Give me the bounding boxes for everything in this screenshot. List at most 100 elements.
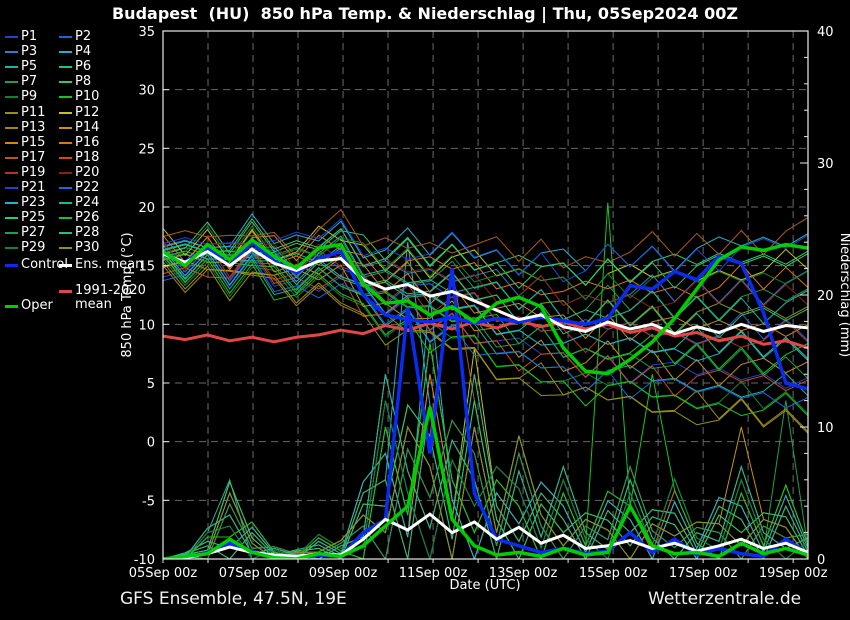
legend-item-p10-swatch [59, 96, 72, 99]
legend-item-p12-swatch [59, 111, 72, 114]
legend-item-p28-label: P28 [75, 225, 100, 241]
precip-line-P14 [163, 425, 808, 559]
oper-temp-line [163, 237, 808, 376]
legend-item-p29: P29 [5, 241, 45, 255]
x-tick-4: 13Sep 00z [489, 566, 558, 581]
legend-item-p17-swatch [5, 156, 18, 159]
legend-item-p10: P10 [59, 90, 99, 104]
legend-item-p26-label: P26 [75, 210, 100, 226]
temp-line-P4 [163, 213, 808, 276]
x-axis-label: Date (UTC) [449, 578, 520, 593]
legend-item-p14-label: P14 [75, 119, 100, 135]
y-right-tick-20: 20 [817, 289, 834, 304]
legend-item-p15: P15 [5, 135, 45, 150]
legend-item-p13-swatch [5, 126, 18, 129]
chart-title: Budapest (HU) 850 hPa Temp. & Niederschl… [111, 4, 738, 23]
legend-item-p24: P24 [59, 196, 99, 210]
legend-item-p4-swatch [59, 51, 72, 54]
footer-brand: Wetterzentrale.de [648, 589, 802, 609]
legend-item-p18-swatch [59, 156, 72, 159]
legend-item-p16-label: P16 [75, 134, 100, 150]
legend-item-p1-swatch [5, 36, 18, 38]
temp-line-P16 [163, 234, 808, 298]
legend-item-p2-label: P2 [75, 29, 92, 44]
ens-mean-temp-line [163, 247, 808, 336]
y-left-tick--5: -5 [142, 494, 155, 509]
legend-item-oper-swatch [5, 305, 18, 308]
legend-item-control-label: Control [21, 257, 68, 272]
precip-line-P29 [163, 400, 808, 559]
legend-item-p27: P27 [5, 226, 45, 240]
legend-item-p1: P1 [5, 30, 37, 44]
legend-item-p5-swatch [5, 66, 18, 69]
legend-item-p8-label: P8 [75, 74, 92, 90]
legend-item-p7-label: P7 [21, 74, 38, 90]
legend-item-p22: P22 [59, 181, 99, 195]
legend-item-p12: P12 [59, 104, 100, 120]
legend-item-p7-swatch [5, 81, 18, 84]
legend-item-p20-swatch [59, 171, 72, 174]
legend-item-ens-mean-label: Ens. mean [75, 257, 144, 272]
legend-item-p22-swatch [59, 187, 72, 189]
precip-line-P4 [163, 242, 808, 559]
y-left-tick-10: 10 [138, 318, 155, 333]
y-left-tick-25: 25 [138, 142, 155, 157]
y-left-tick-35: 35 [138, 25, 155, 40]
precip-line-P30 [163, 425, 808, 559]
y-right-tick-40: 40 [817, 25, 834, 40]
tick-labels: 35 30 25 20 15 10 5 0 -5 -10 40 30 20 10 0 05Sep 00z 07S… [129, 25, 834, 581]
legend-item-control-swatch [5, 264, 18, 267]
temp-line-P17 [163, 208, 808, 269]
legend-item-p15-swatch [5, 141, 18, 144]
y-right-tick-0: 0 [817, 553, 825, 568]
y-axis-label-right: Niederschlag (mm) [837, 233, 850, 358]
legend-item-p4-label: P4 [75, 44, 92, 60]
legend-item-p8: P8 [59, 75, 91, 89]
temp-line-P22 [163, 250, 808, 409]
legend-item-clim-mean-swatch [59, 290, 72, 293]
legend-item-clim-mean-label: 1991-2020 mean [75, 283, 146, 312]
legend-item-p19-swatch [5, 171, 18, 174]
legend-item-p30-swatch [59, 247, 72, 250]
legend-item-p25-swatch [5, 217, 18, 220]
legend-item-p18-label: P18 [75, 149, 100, 165]
y-left-tick-0: 0 [147, 436, 155, 451]
y-left-tick-5: 5 [147, 377, 155, 392]
y-axis-label-left: 850 hPa Temp. (°C) [120, 232, 135, 357]
legend-item-p16: P16 [59, 134, 100, 150]
legend-item-p23-label: P23 [21, 195, 46, 211]
x-tick-2: 09Sep 00z [309, 566, 378, 581]
legend-item-p1-label: P1 [21, 29, 38, 44]
clim-mean-temp-line [163, 319, 808, 350]
legend-item-p24-label: P24 [75, 195, 100, 211]
legend-item-p27-swatch [5, 232, 18, 235]
temp-line-P26 [163, 254, 808, 417]
x-tick-7: 19Sep 00z [759, 566, 828, 581]
temp-line-P21 [163, 218, 808, 283]
legend-item-p26: P26 [59, 211, 99, 225]
ens-mean-precip-line [163, 512, 808, 559]
legend-item-p17: P17 [5, 149, 46, 165]
legend-item-p25-label: P25 [21, 210, 46, 226]
legend-item-p7: P7 [5, 75, 37, 89]
legend-item-p3-swatch [5, 51, 18, 54]
legend-item-p9-swatch [5, 96, 18, 99]
oper-precip-line [163, 406, 808, 559]
legend: P1 P2 P3 P4 P5 P6 P7 P8 P9 P10 P11 P12 P13 P14 P15 P16 P… [2, 0, 164, 340]
legend-item-p25: P25 [5, 211, 45, 225]
legend-item-p12-label: P12 [75, 104, 100, 120]
legend-item-p21-label: P21 [21, 180, 46, 195]
legend-item-p19-label: P19 [21, 164, 46, 180]
legend-item-p14-swatch [59, 126, 72, 129]
legend-item-p22-label: P22 [75, 180, 100, 195]
legend-item-clim-mean: 1991-2020 mean [59, 284, 146, 312]
legend-item-ens-mean: Ens. mean [59, 258, 143, 272]
x-tick-0: 05Sep 00z [129, 566, 198, 581]
axes-box [162, 30, 809, 563]
legend-item-p17-label: P17 [21, 149, 46, 165]
legend-item-p29-swatch [5, 247, 18, 250]
legend-item-p8-swatch [59, 81, 72, 84]
legend-item-p11-swatch [5, 111, 18, 114]
legend-item-p21: P21 [5, 181, 45, 195]
